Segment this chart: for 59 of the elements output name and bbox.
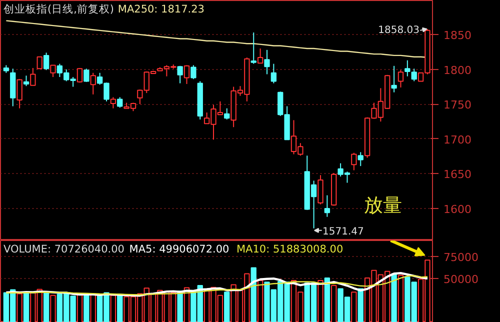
bar: [84, 294, 90, 322]
candlestick: [398, 70, 404, 88]
y-tick-label: 1750: [444, 98, 472, 112]
bar: [90, 294, 96, 322]
candlestick: [23, 75, 30, 87]
candlestick: [270, 63, 277, 84]
bar: [257, 280, 264, 322]
candlestick: [90, 72, 96, 95]
candlestick: [358, 152, 364, 167]
bar: [177, 290, 183, 322]
chart-title: VOLUME: 70726040.00: [4, 244, 124, 256]
candlestick: [84, 68, 90, 82]
bar: [318, 280, 324, 322]
candlestick: [190, 64, 196, 80]
bar: [358, 288, 364, 322]
y-tick-label: 50000: [444, 272, 478, 286]
y-tick-label: 75000: [444, 250, 478, 264]
bar: [76, 293, 83, 322]
y-tick-label: 1700: [444, 133, 472, 146]
candlestick: [257, 48, 264, 64]
candlestick: [264, 49, 270, 75]
bar: [50, 294, 56, 322]
annotation: 放量: [364, 194, 402, 216]
candlestick: [36, 56, 42, 70]
bar: [351, 292, 357, 322]
candlestick: [50, 64, 56, 78]
candlestick: [391, 65, 397, 93]
y-tick-label: 1850: [444, 29, 472, 42]
bar: [23, 292, 30, 322]
candlestick: [318, 174, 324, 205]
text: MA5: 49906072.00: [129, 244, 230, 256]
candlestick: [117, 96, 123, 108]
candlestick: [16, 78, 22, 109]
y-tick-label: 1800: [444, 64, 472, 77]
candlestick: [30, 67, 36, 86]
candlestick: [110, 96, 116, 109]
bar: [110, 294, 116, 322]
candlestick: [324, 194, 330, 218]
candlestick: [43, 52, 50, 71]
annotation: 1571.47: [322, 226, 364, 238]
bar: [224, 292, 230, 322]
bar: [324, 278, 330, 322]
bar: [117, 294, 123, 322]
bar: [398, 274, 404, 322]
annotation: 1858.03: [378, 25, 420, 36]
y-tick-label: 1650: [444, 168, 472, 182]
candlestick: [184, 64, 190, 84]
bar: [250, 267, 256, 322]
text: MA10: 51883008.00: [236, 244, 344, 256]
candlestick: [177, 65, 183, 84]
y-tick-label: 1600: [444, 203, 472, 216]
candlestick: [224, 108, 230, 120]
bar: [16, 293, 22, 322]
chart-title: 创业板指(日线,前复权): [4, 2, 114, 16]
bar: [391, 273, 397, 322]
candlestick: [250, 32, 256, 64]
series-label: MA250: 1817.23: [118, 4, 204, 16]
candlestick: [351, 152, 357, 171]
bar: [331, 284, 337, 322]
